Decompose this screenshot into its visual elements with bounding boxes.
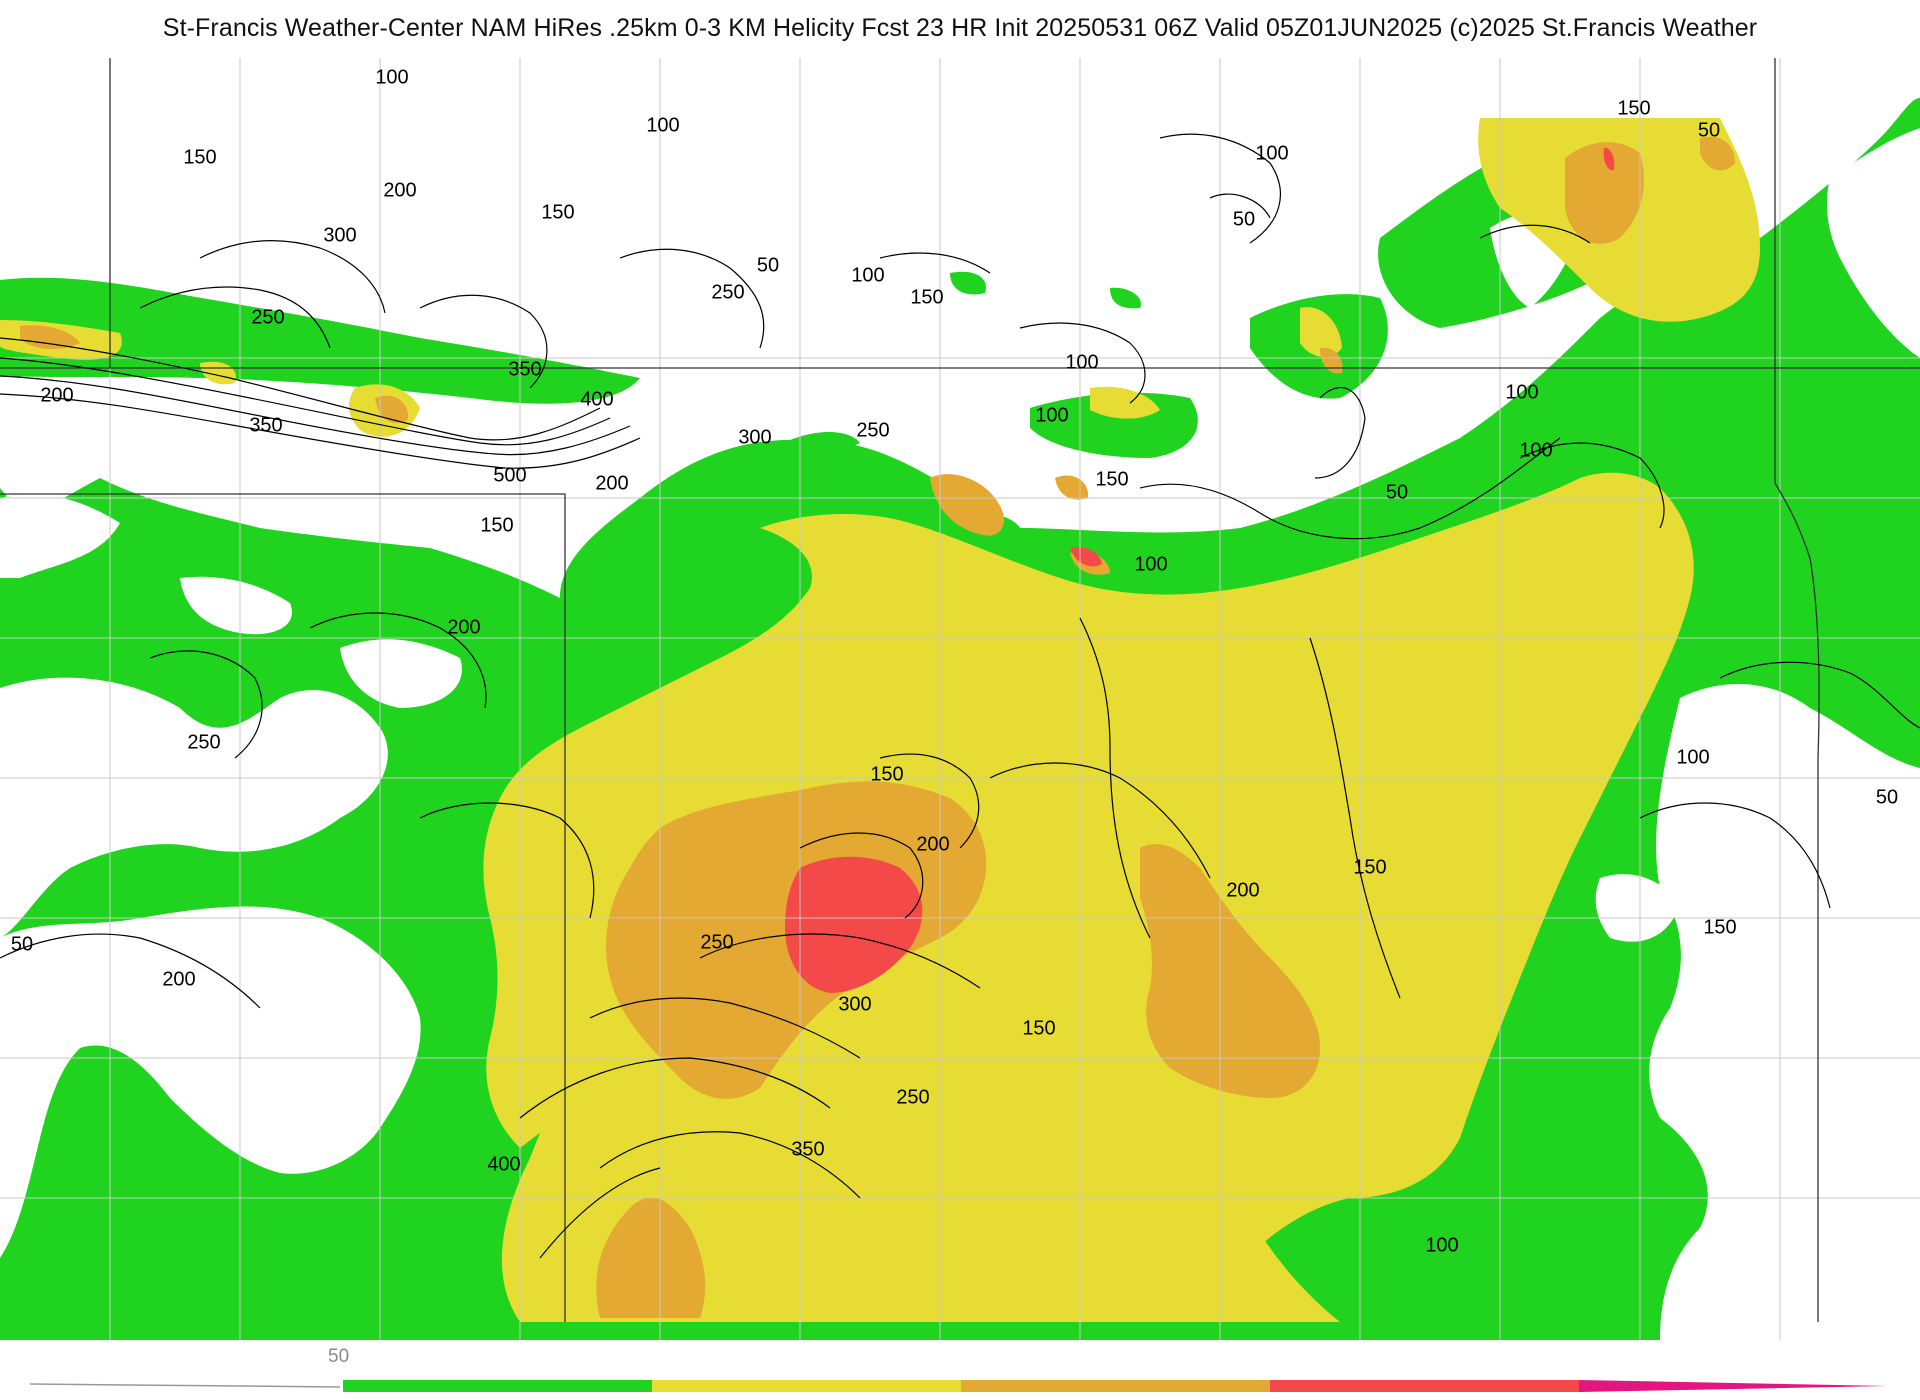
contour-label: 250 [711, 281, 744, 303]
contour-label: 350 [249, 414, 282, 436]
contour-labels: 100 100 150 200 150 300 50 100 250 150 250 350 400 20… [11, 66, 1898, 1256]
contour-label: 150 [1095, 468, 1128, 490]
contour-label: 150 [870, 763, 903, 785]
helicity-shading [0, 98, 1920, 1340]
contour-label: 200 [595, 472, 628, 494]
helicity-contours [0, 133, 1920, 1259]
contour-label: 150 [910, 286, 943, 308]
contour-label: 150 [183, 146, 216, 168]
contour-label: 100 [1425, 1234, 1458, 1256]
contour-label: 200 [162, 968, 195, 990]
contour-label: 100 [1519, 439, 1552, 461]
contour-label: 100 [851, 264, 884, 286]
contour-label: 50 [1876, 786, 1898, 808]
color-legend: 50 [29, 1346, 1888, 1392]
contour-label: 250 [251, 306, 284, 328]
contour-label: 200 [383, 179, 416, 201]
contour-label: 50 [11, 933, 33, 955]
legend-label-50: 50 [328, 1346, 349, 1367]
contour-label: 200 [1226, 879, 1259, 901]
legend-band-150-250 [652, 1380, 961, 1392]
contour-label: 100 [1676, 746, 1709, 768]
contour-label: 100 [375, 66, 408, 88]
contour-label: 300 [323, 224, 356, 246]
contour-label: 100 [1255, 142, 1288, 164]
contour-label: 500 [493, 464, 526, 486]
contour-label: 350 [791, 1138, 824, 1160]
contour-label: 200 [447, 616, 480, 638]
legend-lead-line [29, 1383, 341, 1388]
contour-label: 400 [580, 388, 613, 410]
contour-label: 150 [1353, 856, 1386, 878]
band-350-450-fill [785, 147, 1615, 993]
contour-label: 150 [1022, 1017, 1055, 1039]
contour-label: 250 [700, 931, 733, 953]
contour-label: 200 [40, 384, 73, 406]
legend-band-450-550 [1579, 1380, 1888, 1392]
contour-label: 50 [1698, 119, 1720, 141]
legend-band-250-350 [961, 1380, 1270, 1392]
helicity-map: 100 100 150 200 150 300 50 100 250 150 250 350 400 20… [0, 58, 1920, 1340]
contour-label: 300 [738, 426, 771, 448]
contour-label: 350 [508, 358, 541, 380]
legend-band-50-150 [343, 1380, 652, 1392]
contour-label: 400 [487, 1153, 520, 1175]
boundaries [0, 58, 1920, 1340]
contour-label: 250 [896, 1086, 929, 1108]
contour-label: 100 [1505, 381, 1538, 403]
contour-label: 150 [1703, 916, 1736, 938]
contour-label: 50 [757, 254, 779, 276]
legend-bands [343, 1380, 1888, 1392]
contour-label: 150 [1617, 97, 1650, 119]
map-title: St-Francis Weather-Center NAM HiRes .25k… [162, 14, 1758, 42]
contour-label: 100 [1065, 351, 1098, 373]
contour-label: 200 [916, 833, 949, 855]
contour-label: 150 [480, 514, 513, 536]
contour-label: 150 [541, 201, 574, 223]
contour-label: 50 [1386, 481, 1408, 503]
contour-label: 250 [187, 731, 220, 753]
state-borders [0, 58, 1920, 1322]
legend-band-350-450 [1270, 1380, 1579, 1392]
contour-label: 50 [1233, 208, 1255, 230]
contour-label: 250 [856, 419, 889, 441]
map-canvas: 100 100 150 200 150 300 50 100 250 150 250 350 400 20… [0, 58, 1920, 1340]
contour-label: 300 [838, 993, 871, 1015]
contour-label: 100 [1035, 404, 1068, 426]
contour-label: 100 [646, 114, 679, 136]
contour-label: 100 [1134, 553, 1167, 575]
